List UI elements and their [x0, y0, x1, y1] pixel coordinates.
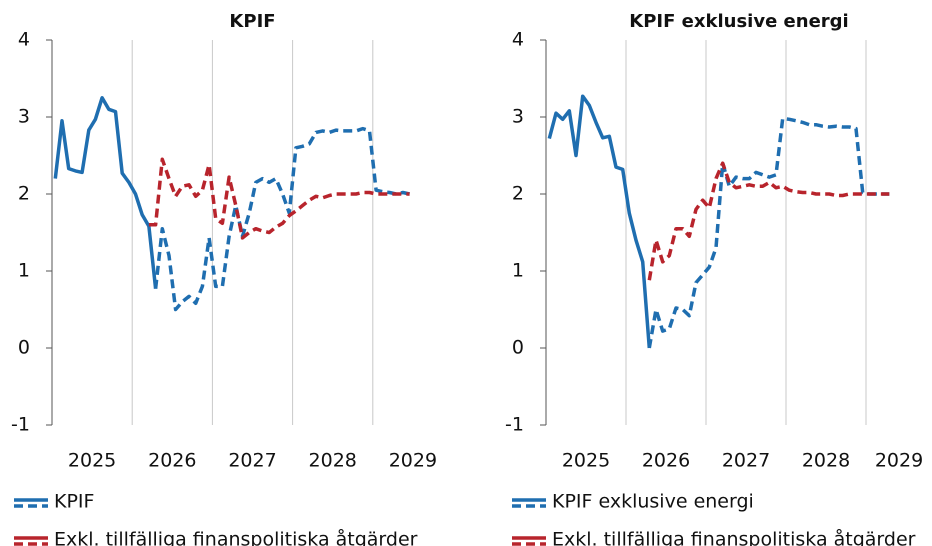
y-tick-label: 3	[18, 106, 30, 128]
x-tick-label: 2028	[802, 450, 850, 472]
chart-title: KPIF	[229, 11, 275, 32]
x-tick-label: 2026	[642, 450, 690, 472]
x-tick-label: 2025	[562, 450, 610, 472]
y-tick-label: 3	[512, 106, 524, 128]
legend-label: KPIF	[54, 491, 94, 513]
x-tick-label: 2026	[148, 450, 196, 472]
y-tick-label: 1	[512, 260, 524, 282]
y-tick-label: 0	[18, 337, 30, 359]
y-tick-label: -1	[11, 414, 30, 436]
x-tick-label: 2025	[68, 450, 116, 472]
x-tick-label: 2028	[309, 450, 357, 472]
y-tick-label: 4	[512, 29, 524, 51]
series-line	[547, 94, 652, 349]
x-tick-label: 2027	[722, 450, 770, 472]
series-line-forecast	[148, 157, 410, 240]
series-line-forecast	[647, 116, 890, 349]
y-tick-label: 0	[512, 337, 524, 359]
legend-label: KPIF exklusive energi	[552, 491, 754, 513]
y-tick-label: 2	[512, 183, 524, 205]
series-line	[53, 96, 158, 289]
x-tick-label: 2027	[228, 450, 276, 472]
y-tick-label: -1	[505, 414, 524, 436]
chart-title: KPIF exklusive energi	[629, 11, 848, 32]
legend-label: Exkl. tillfälliga finanspolitiska åtgärd…	[54, 528, 418, 546]
y-tick-label: 1	[18, 260, 30, 282]
y-tick-label: 4	[18, 29, 30, 51]
y-tick-label: 2	[18, 183, 30, 205]
series-line-forecast	[153, 126, 410, 312]
x-tick-label: 2029	[875, 450, 923, 472]
x-tick-label: 2029	[389, 450, 437, 472]
legend-label: Exkl. tillfälliga finanspolitiska åtgärd…	[552, 528, 916, 546]
series-line-forecast	[647, 161, 890, 281]
